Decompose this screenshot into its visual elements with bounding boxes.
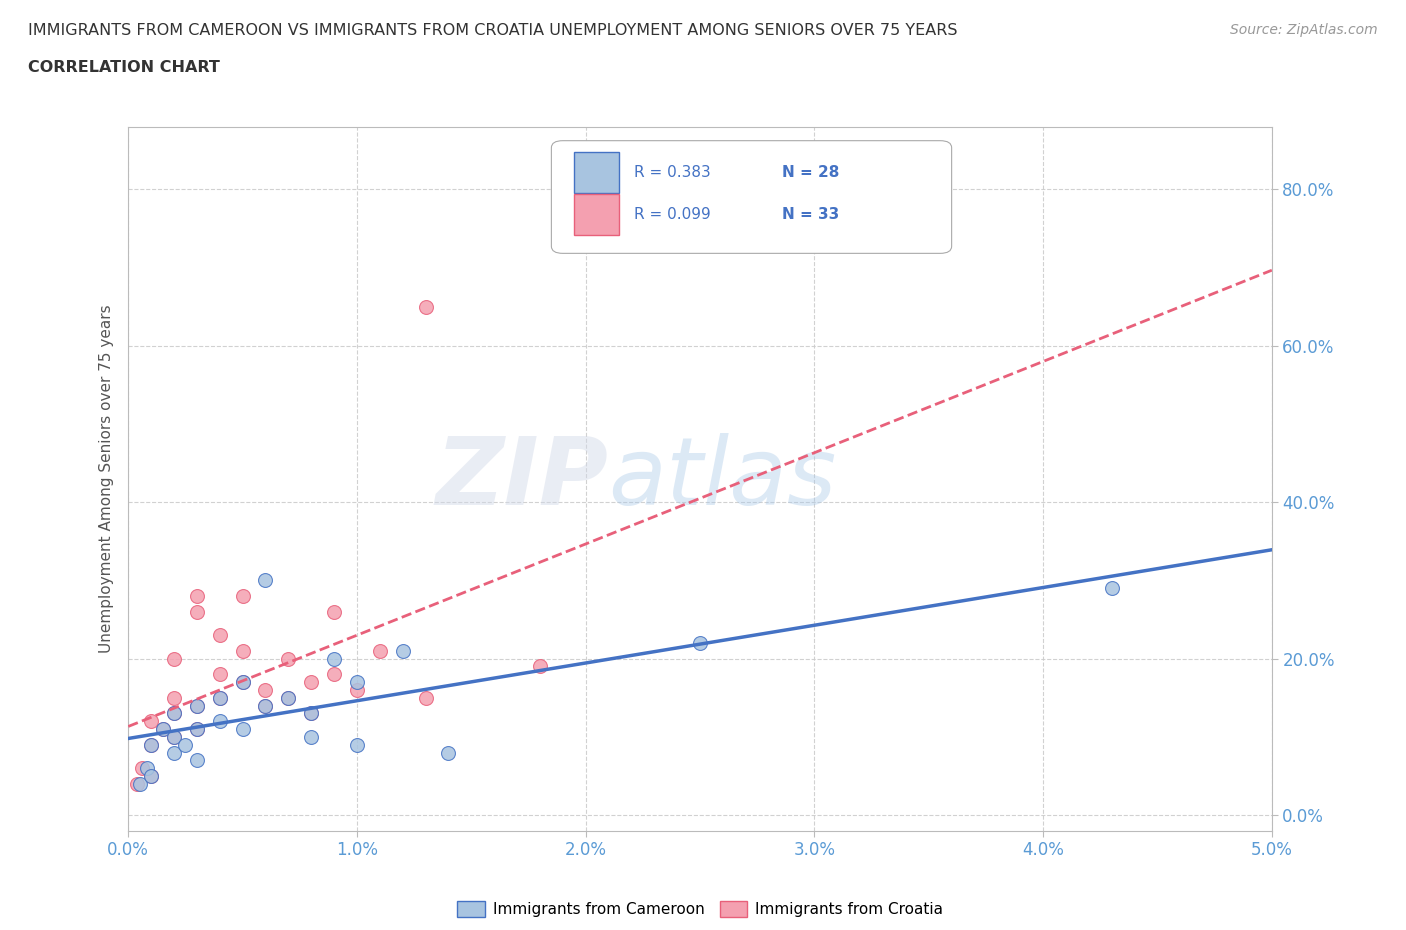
Text: Source: ZipAtlas.com: Source: ZipAtlas.com bbox=[1230, 23, 1378, 37]
Point bbox=[131, 761, 153, 776]
Point bbox=[186, 722, 208, 737]
Legend: Immigrants from Cameroon, Immigrants from Croatia: Immigrants from Cameroon, Immigrants fro… bbox=[451, 895, 949, 923]
Point bbox=[299, 706, 322, 721]
Point bbox=[208, 628, 231, 643]
Point bbox=[232, 644, 254, 658]
Point bbox=[277, 690, 299, 705]
Point bbox=[208, 667, 231, 682]
Point bbox=[139, 737, 162, 752]
Point bbox=[346, 674, 368, 689]
Point bbox=[232, 674, 254, 689]
Text: ZIP: ZIP bbox=[436, 432, 609, 525]
Point bbox=[299, 729, 322, 744]
Point bbox=[186, 753, 208, 768]
Point bbox=[323, 667, 346, 682]
Point bbox=[346, 737, 368, 752]
Point bbox=[232, 722, 254, 737]
Point bbox=[152, 722, 174, 737]
Point bbox=[346, 683, 368, 698]
Point bbox=[163, 706, 186, 721]
Point bbox=[186, 589, 208, 604]
Point bbox=[139, 768, 162, 783]
Point bbox=[163, 706, 186, 721]
Point bbox=[277, 690, 299, 705]
Point bbox=[254, 698, 277, 713]
Point bbox=[254, 573, 277, 588]
Point bbox=[232, 674, 254, 689]
Text: atlas: atlas bbox=[609, 433, 837, 525]
Point bbox=[186, 604, 208, 619]
Point bbox=[139, 768, 162, 783]
Point bbox=[127, 777, 149, 791]
FancyBboxPatch shape bbox=[574, 193, 619, 235]
Point bbox=[415, 299, 437, 314]
Point bbox=[163, 729, 186, 744]
Point bbox=[254, 698, 277, 713]
Point bbox=[174, 737, 197, 752]
Point bbox=[1101, 581, 1123, 596]
Text: IMMIGRANTS FROM CAMEROON VS IMMIGRANTS FROM CROATIA UNEMPLOYMENT AMONG SENIORS O: IMMIGRANTS FROM CAMEROON VS IMMIGRANTS F… bbox=[28, 23, 957, 38]
Point bbox=[152, 722, 174, 737]
Point bbox=[368, 644, 391, 658]
Point bbox=[208, 690, 231, 705]
Text: R = 0.099: R = 0.099 bbox=[634, 207, 710, 222]
Point bbox=[139, 714, 162, 729]
Point bbox=[277, 651, 299, 666]
Point bbox=[208, 690, 231, 705]
Text: N = 33: N = 33 bbox=[782, 207, 839, 222]
Point bbox=[323, 604, 346, 619]
Point bbox=[689, 635, 711, 650]
Point bbox=[208, 714, 231, 729]
Point bbox=[128, 777, 150, 791]
Point bbox=[415, 690, 437, 705]
Text: CORRELATION CHART: CORRELATION CHART bbox=[28, 60, 219, 75]
Point bbox=[323, 651, 346, 666]
Point bbox=[254, 683, 277, 698]
Point bbox=[139, 737, 162, 752]
Point bbox=[163, 729, 186, 744]
Point bbox=[186, 698, 208, 713]
Point bbox=[186, 722, 208, 737]
Point bbox=[163, 745, 186, 760]
Text: N = 28: N = 28 bbox=[782, 165, 839, 179]
FancyBboxPatch shape bbox=[574, 152, 619, 193]
FancyBboxPatch shape bbox=[551, 140, 952, 253]
Point bbox=[163, 690, 186, 705]
Text: R = 0.383: R = 0.383 bbox=[634, 165, 710, 179]
Point bbox=[299, 674, 322, 689]
Y-axis label: Unemployment Among Seniors over 75 years: Unemployment Among Seniors over 75 years bbox=[100, 304, 114, 653]
Point bbox=[529, 659, 551, 674]
Point bbox=[299, 706, 322, 721]
Point bbox=[163, 651, 186, 666]
Point bbox=[437, 745, 460, 760]
Point bbox=[232, 589, 254, 604]
Point bbox=[186, 698, 208, 713]
Point bbox=[391, 644, 413, 658]
Point bbox=[135, 761, 157, 776]
